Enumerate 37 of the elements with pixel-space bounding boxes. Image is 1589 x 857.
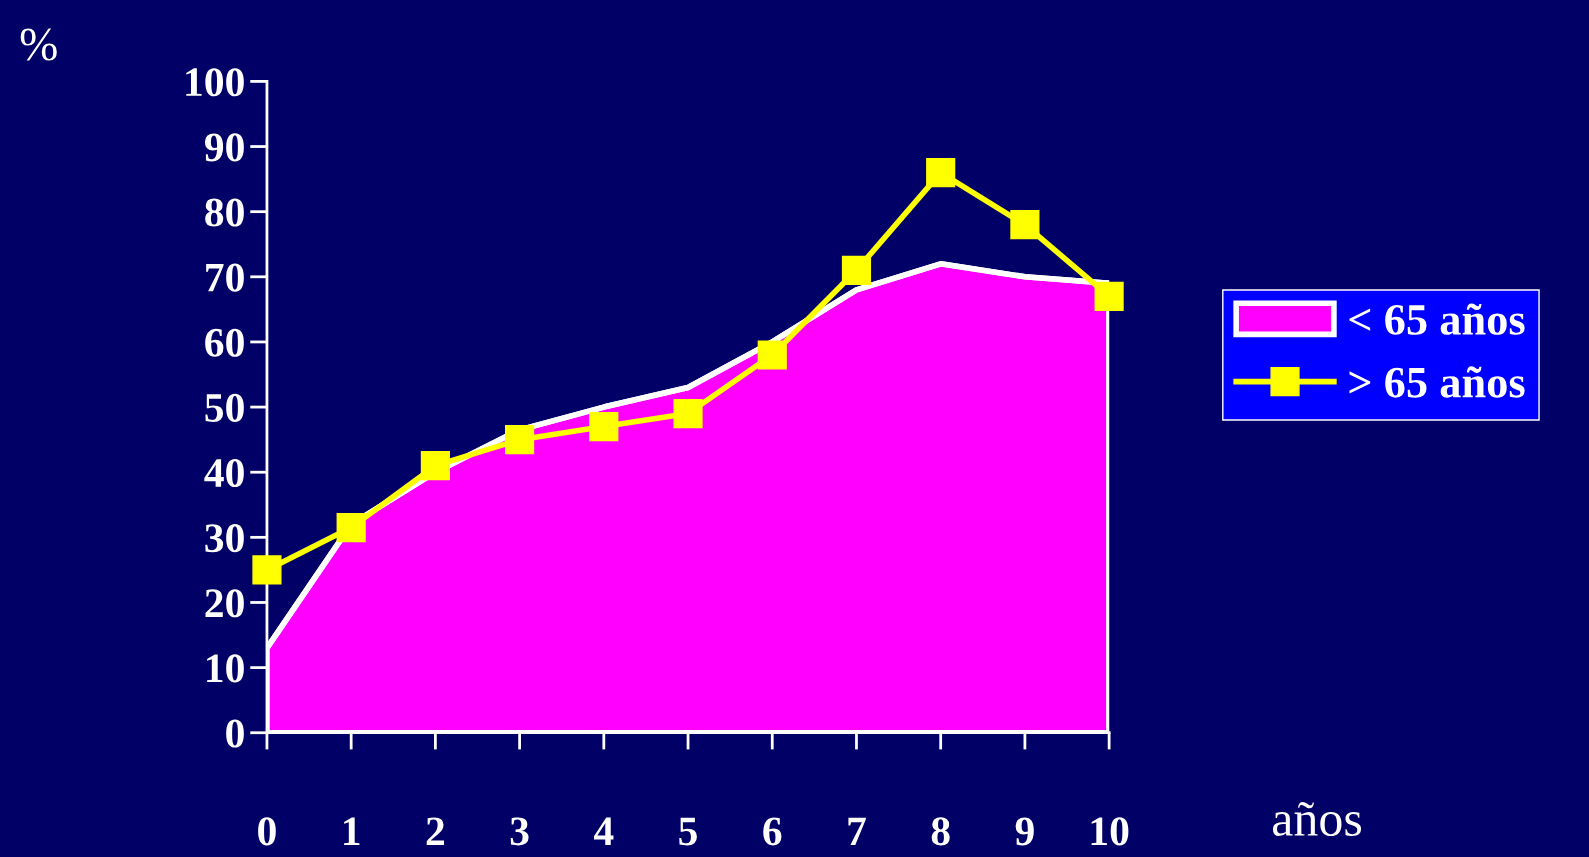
x-tick-label: 9 [1015, 817, 1034, 846]
y-tick-label: 50 [205, 393, 244, 422]
x-tick-label: 3 [510, 817, 529, 846]
point [505, 425, 535, 455]
y-tick-label: 10 [207, 654, 244, 683]
point [673, 399, 703, 429]
x-tick-label: 0 [258, 817, 276, 846]
point [926, 158, 956, 188]
x-axis-title: años [1272, 801, 1362, 837]
y-tick-label: 20 [205, 589, 244, 618]
point [420, 451, 450, 481]
x-tick-label: 8 [931, 817, 950, 846]
point [336, 512, 366, 543]
legend-label: < 65 años [1349, 303, 1525, 335]
point [1010, 210, 1040, 240]
x-tick-label: 5 [679, 817, 697, 846]
y-tick-label: 90 [204, 133, 244, 162]
y-tick-label: 0 [226, 719, 244, 748]
x-tick-label: 2 [426, 817, 445, 845]
legend-label: > 65 años [1349, 366, 1525, 398]
x-tick-label: 6 [763, 817, 782, 846]
y-tick-label: 40 [204, 458, 244, 488]
y-tick-label: 100 [186, 68, 244, 97]
y-tick-label: 30 [205, 524, 244, 553]
x-tick-label: 7 [848, 817, 866, 845]
point [757, 340, 787, 370]
y-axis-title: % [20, 28, 57, 61]
x-tick-label: 10 [1091, 817, 1129, 846]
point [841, 255, 872, 285]
y-tick-label: 70 [206, 263, 244, 292]
point [252, 555, 282, 585]
y-tick-label: 80 [205, 198, 244, 227]
point [1094, 281, 1124, 311]
x-tick-label: 4 [593, 817, 614, 845]
x-tick-label: 1 [344, 817, 360, 845]
point [589, 412, 619, 442]
y-tick-label: 60 [205, 328, 244, 357]
